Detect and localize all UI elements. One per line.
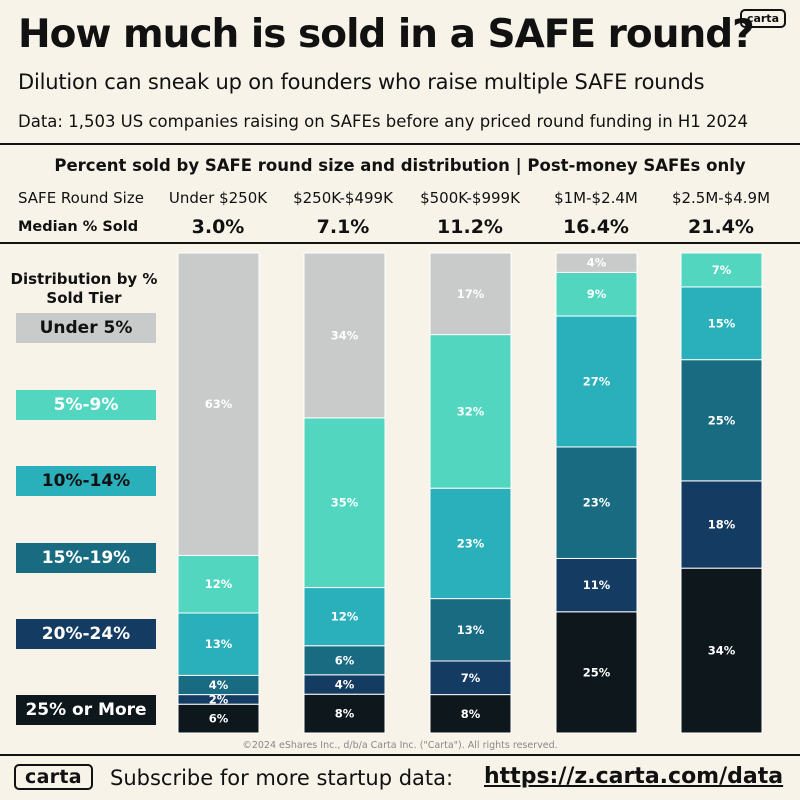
bar-segment <box>177 252 260 556</box>
legend-title: Distribution by % Sold Tier <box>10 270 158 307</box>
bar-segment <box>680 252 763 288</box>
bar-segment <box>555 557 638 613</box>
bar-segment <box>680 567 763 734</box>
category-label: $500K-$999K <box>420 189 520 207</box>
subscribe-text: Subscribe for more startup data: <box>110 766 454 790</box>
legend-item-under-5: Under 5% <box>16 313 156 343</box>
bar-data-label: 12% <box>331 610 359 624</box>
legend-item-25-plus: 25% or More <box>16 695 156 725</box>
bar-segment <box>555 446 638 559</box>
divider <box>0 754 800 756</box>
page-title: How much is sold in a SAFE round? <box>18 12 755 57</box>
median-value: 7.1% <box>316 216 370 238</box>
round-size-label: SAFE Round Size <box>18 189 144 207</box>
carta-logo-footer[interactable]: carta <box>14 764 93 790</box>
bar-data-label: 4% <box>587 256 607 270</box>
legend-item-5-9: 5%-9% <box>16 390 156 420</box>
bar-data-label: 17% <box>457 287 485 301</box>
bar-data-label: 8% <box>335 707 355 721</box>
bar-segment <box>555 611 638 734</box>
copyright: ©2024 eShares Inc., d/b/a Carta Inc. ("C… <box>242 740 558 751</box>
bar-data-label: 15% <box>708 316 736 330</box>
category-label: $250K-$499K <box>293 189 393 207</box>
bar-data-label: 4% <box>209 678 229 692</box>
bar-data-label: 18% <box>708 518 736 532</box>
bar-segment <box>177 612 260 676</box>
bar-segment <box>429 598 512 662</box>
bar-segment <box>303 587 386 647</box>
bar-segment <box>303 645 386 676</box>
bar-data-label: 63% <box>205 397 233 411</box>
bar-data-label: 2% <box>209 692 229 706</box>
bar-data-label: 7% <box>712 263 732 277</box>
bar-segment <box>429 694 512 734</box>
bar-data-label: 7% <box>461 671 481 685</box>
bar-data-label: 25% <box>708 413 736 427</box>
median-value: 16.4% <box>563 216 629 238</box>
bar-data-label: 9% <box>587 287 607 301</box>
bar-data-label: 13% <box>205 637 233 651</box>
bar-data-label: 27% <box>583 374 611 388</box>
bar-data-label: 34% <box>708 644 736 658</box>
bar-segment <box>555 315 638 448</box>
divider <box>0 143 800 145</box>
bar-data-label: 32% <box>457 404 485 418</box>
chart-title: Percent sold by SAFE round size and dist… <box>54 156 746 175</box>
divider <box>0 242 800 244</box>
legend-item-20-24: 20%-24% <box>16 619 156 649</box>
median-value: 3.0% <box>191 216 245 238</box>
page-subtitle: Dilution can sneak up on founders who ra… <box>18 70 705 94</box>
bar-data-label: 6% <box>335 653 355 667</box>
median-value: 21.4% <box>688 216 754 238</box>
subscribe-link[interactable]: https://z.carta.com/data <box>484 764 784 789</box>
bar-data-label: 13% <box>457 623 485 637</box>
bar-data-label: 12% <box>205 577 233 591</box>
bar-segment <box>680 359 763 482</box>
bar-segment <box>555 252 638 273</box>
bar-segment <box>680 480 763 569</box>
bar-segment <box>429 252 512 336</box>
category-label: Under $250K <box>168 189 268 207</box>
bar-data-label: 35% <box>331 496 359 510</box>
legend-item-10-14: 10%-14% <box>16 466 156 496</box>
category-label: $2.5M-$4.9M <box>671 189 771 207</box>
median-label: Median % Sold <box>18 219 139 235</box>
bar-segment <box>177 554 260 614</box>
category-label: $1M-$2.4M <box>554 189 638 207</box>
legend-item-15-19: 15%-19% <box>16 543 156 573</box>
data-note: Data: 1,503 US companies raising on SAFE… <box>18 112 749 131</box>
bar-data-label: 11% <box>583 578 611 592</box>
bar-data-label: 6% <box>209 712 229 726</box>
bar-data-label: 23% <box>583 496 611 510</box>
carta-logo[interactable]: carta <box>739 9 786 28</box>
bar-data-label: 23% <box>457 536 485 550</box>
bar-data-label: 25% <box>583 665 611 679</box>
bar-data-label: 4% <box>335 678 355 692</box>
bar-segment <box>429 660 512 696</box>
bar-segment <box>303 417 386 589</box>
bar-data-label: 8% <box>461 707 481 721</box>
bar-segment <box>303 252 386 419</box>
bar-data-label: 34% <box>331 328 359 342</box>
median-value: 11.2% <box>437 216 503 238</box>
bar-segment <box>429 487 512 600</box>
